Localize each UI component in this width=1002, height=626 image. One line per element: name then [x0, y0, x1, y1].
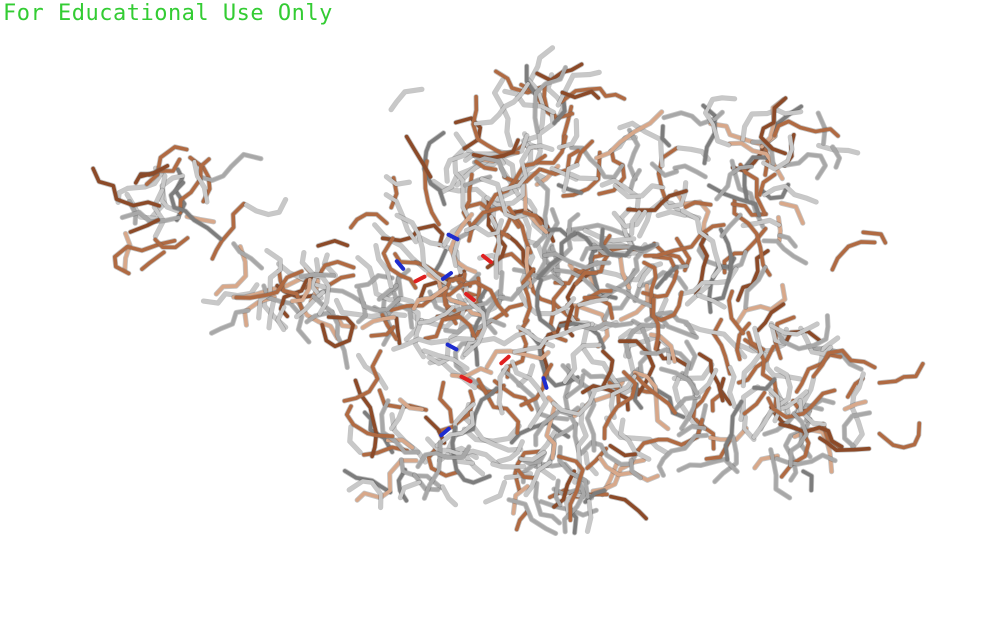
- bonds: [90, 45, 926, 536]
- watermark-label: For Educational Use Only: [3, 1, 333, 26]
- heteroatom-bonds: [394, 232, 549, 438]
